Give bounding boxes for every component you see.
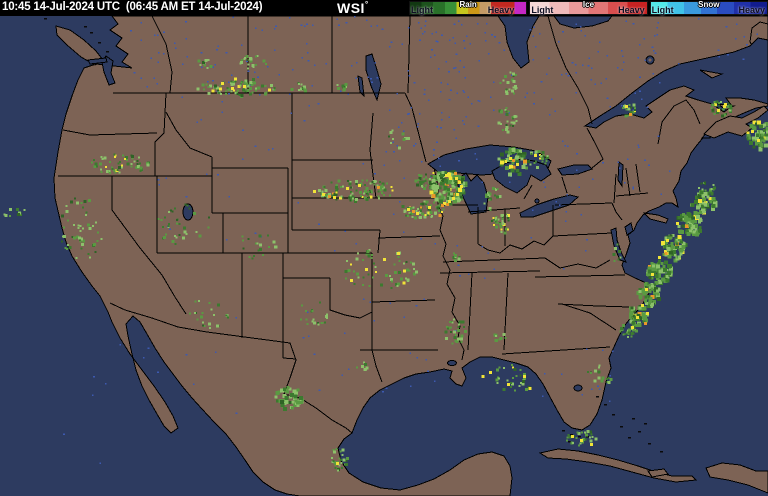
wsi-logo: WSI° bbox=[337, 0, 369, 16]
puget-sound bbox=[101, 55, 116, 86]
radar-map bbox=[0, 16, 768, 496]
legend-rain-light-label: Light bbox=[411, 5, 433, 15]
island-specks-layer bbox=[44, 18, 663, 453]
header-bar: 10:45 14-Jul-2024 UTC (06:45 AM ET 14-Ju… bbox=[0, 0, 768, 16]
jamaica bbox=[647, 468, 669, 478]
hudson-bay-east bbox=[553, 16, 613, 29]
strait-juan-de-fuca bbox=[87, 57, 108, 65]
legend-ice-light-label: Light bbox=[531, 5, 554, 15]
nova-scotia bbox=[703, 105, 768, 139]
lake-st-clair bbox=[534, 198, 540, 204]
anticosti-island bbox=[699, 69, 724, 79]
lake-pontchartrain bbox=[447, 360, 457, 366]
radar-echo-layer bbox=[3, 54, 768, 472]
state-borders bbox=[58, 16, 701, 434]
rain-gradient-bar bbox=[409, 1, 528, 15]
legend-group-snow: Light Snow Heavy bbox=[649, 0, 768, 15]
radar-highlight-layer bbox=[221, 82, 760, 465]
degree-mark: ° bbox=[364, 0, 369, 9]
precip-legend: Light Rain Heavy Light Ice Heavy Light Snow Heav… bbox=[409, 0, 768, 16]
legend-snow-category-label: Snow bbox=[698, 0, 720, 9]
legend-ice-heavy-label: Heavy bbox=[618, 5, 645, 15]
snow-gradient-bar bbox=[649, 1, 768, 15]
lake-okeechobee bbox=[573, 384, 583, 392]
manicouagan-island bbox=[648, 58, 652, 62]
lake-erie bbox=[519, 194, 580, 218]
lake-manitoba bbox=[357, 75, 365, 98]
legend-snow-heavy-label: Heavy bbox=[738, 5, 765, 15]
legend-rain-category-label: Rain bbox=[459, 0, 477, 9]
long-island bbox=[642, 212, 669, 224]
legend-group-ice: Light Ice Heavy bbox=[529, 0, 648, 15]
hispaniola bbox=[705, 462, 768, 494]
delaware-bay bbox=[624, 222, 634, 236]
legend-snow-light-label: Light bbox=[651, 5, 674, 15]
ice-gradient-bar bbox=[529, 1, 648, 15]
lake-winnipeg bbox=[365, 53, 382, 102]
legend-ice-category-label: Ice bbox=[582, 0, 595, 9]
lake-ontario bbox=[557, 164, 593, 176]
legend-group-rain: Light Rain Heavy bbox=[409, 0, 528, 15]
hudson-james-bay bbox=[497, 16, 540, 69]
land-layer bbox=[53, 16, 768, 496]
timestamp: 10:45 14-Jul-2024 UTC (06:45 AM ET 14-Ju… bbox=[2, 1, 263, 13]
legend-rain-heavy-label: Heavy bbox=[487, 5, 515, 15]
